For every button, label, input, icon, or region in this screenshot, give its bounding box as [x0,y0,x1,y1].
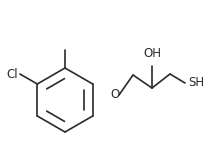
Text: OH: OH [143,47,161,60]
Text: SH: SH [188,76,204,90]
Text: Cl: Cl [6,67,18,80]
Text: O: O [110,88,120,101]
